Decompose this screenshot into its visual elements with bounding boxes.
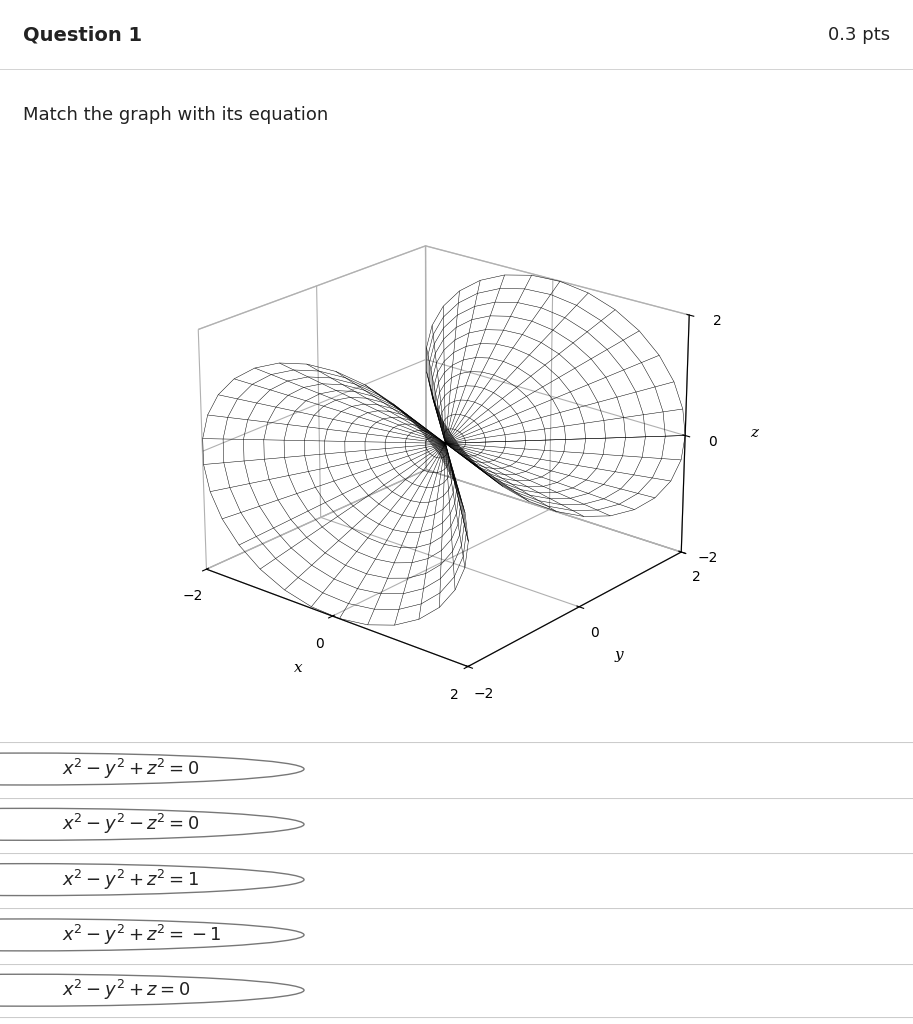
Text: 0.3 pts: 0.3 pts (828, 26, 890, 44)
Text: $x^2 - y^2 + z = 0$: $x^2 - y^2 + z = 0$ (62, 978, 190, 1002)
Text: Match the graph with its equation: Match the graph with its equation (23, 106, 328, 124)
Text: $x^2 - y^2 + z^2 = 1$: $x^2 - y^2 + z^2 = 1$ (62, 867, 199, 892)
Text: Question 1: Question 1 (23, 26, 142, 44)
Text: $x^2 - y^2 + z^2 = -1$: $x^2 - y^2 + z^2 = -1$ (62, 923, 222, 947)
Y-axis label: y: y (614, 648, 624, 663)
X-axis label: x: x (294, 660, 303, 675)
Text: $x^2 - y^2 + z^2 = 0$: $x^2 - y^2 + z^2 = 0$ (62, 757, 200, 781)
Text: $x^2 - y^2 - z^2 = 0$: $x^2 - y^2 - z^2 = 0$ (62, 812, 200, 837)
